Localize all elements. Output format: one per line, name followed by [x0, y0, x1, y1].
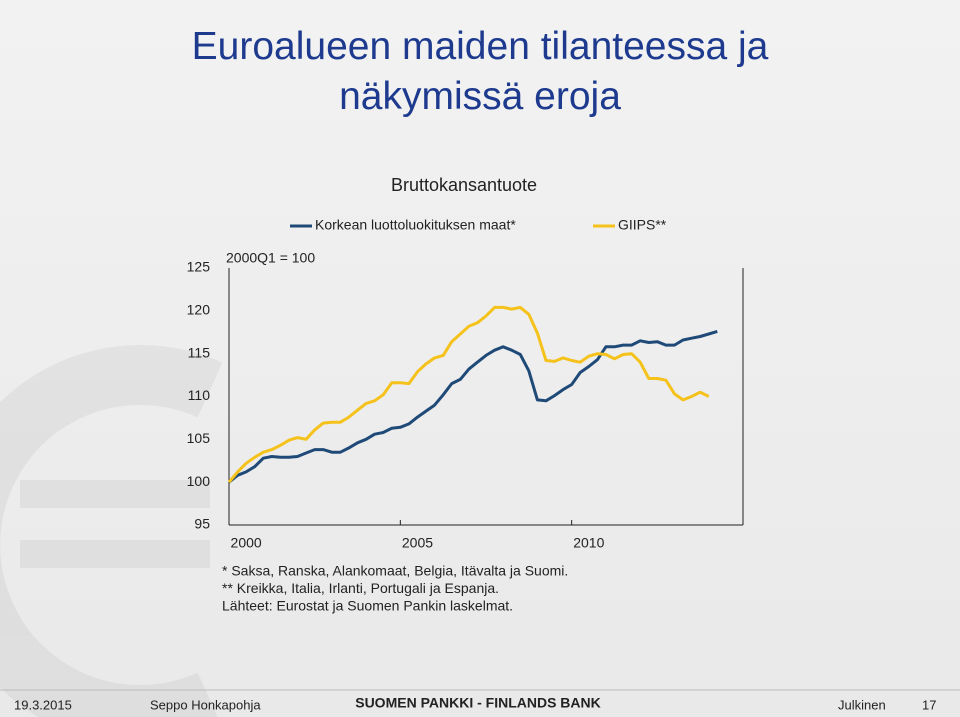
series-line — [227, 305, 710, 484]
y-tick-label: 120 — [187, 302, 211, 318]
background-euro — [0, 345, 223, 717]
chart-title: Bruttokansantuote — [391, 175, 537, 195]
chart-annotation: 2000Q1 = 100 — [226, 250, 315, 266]
y-tick-label: 115 — [188, 344, 211, 360]
y-tick-label: 105 — [187, 430, 211, 446]
footer-organization: SUOMEN PANKKI - FINLANDS BANK — [355, 695, 601, 711]
x-tick-label: 2000 — [231, 535, 262, 551]
legend-label: Korkean luottoluokituksen maat* — [315, 217, 516, 233]
slide-title: Euroalueen maiden tilanteessa ja näkymis… — [191, 25, 769, 118]
footer-classification: Julkinen — [838, 697, 886, 712]
footer-author: Seppo Honkapohja — [150, 697, 261, 712]
footnote: * Saksa, Ranska, Alankomaat, Belgia, Itä… — [222, 563, 568, 579]
x-tick-label: 2010 — [573, 535, 604, 551]
footnote: Lähteet: Eurostat ja Suomen Pankin laske… — [222, 598, 513, 614]
y-tick-label: 95 — [194, 516, 210, 532]
footer-page-number: 17 — [922, 697, 936, 712]
y-tick-label: 110 — [188, 387, 211, 403]
y-tick-label: 125 — [187, 259, 211, 275]
legend-label: GIIPS** — [618, 217, 667, 233]
y-tick-label: 100 — [187, 473, 211, 489]
x-tick-label: 2005 — [402, 535, 433, 551]
footnote: ** Kreikka, Italia, Irlanti, Portugali j… — [222, 580, 499, 596]
series-line — [228, 329, 718, 484]
footer-date: 19.3.2015 — [14, 697, 72, 712]
